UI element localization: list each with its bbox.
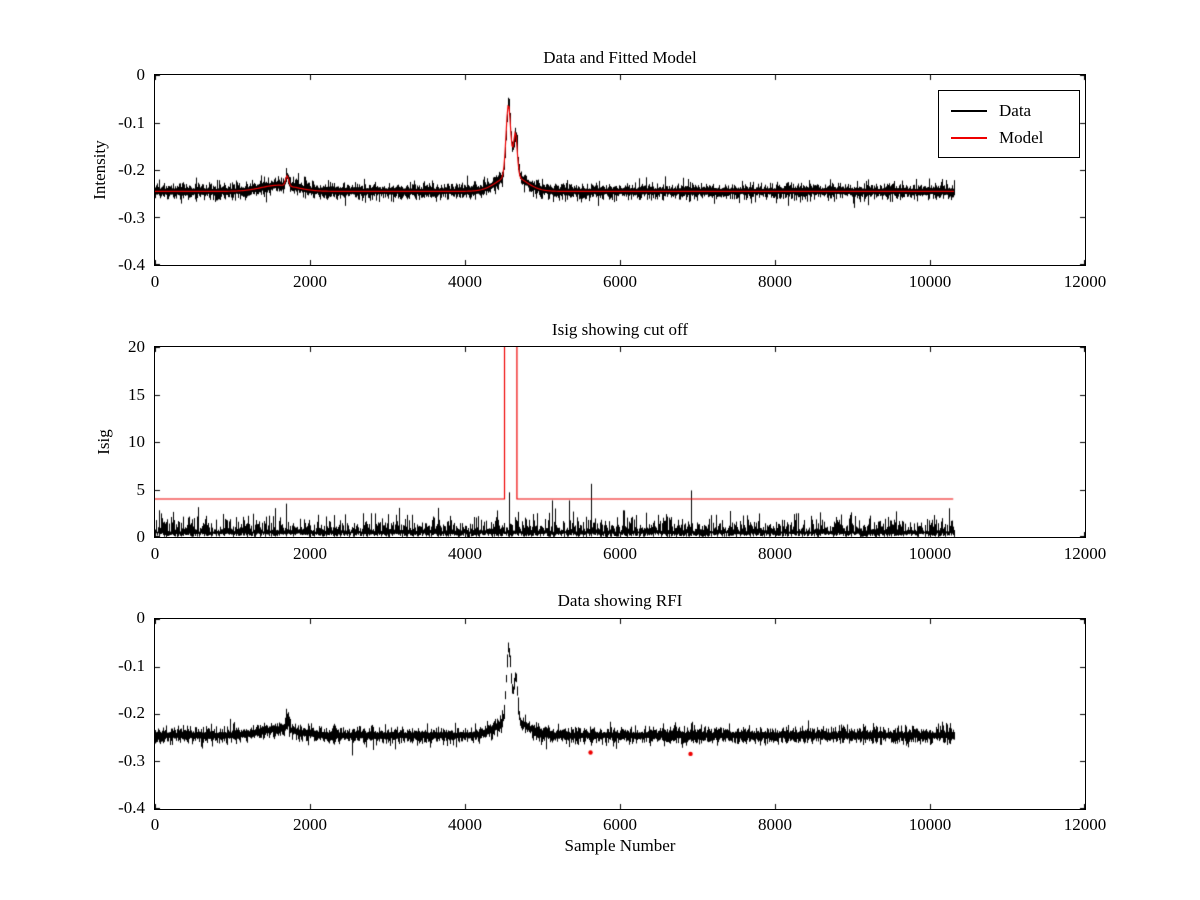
x-tick-label: 6000 — [603, 815, 637, 834]
y-tick-label: 0 — [136, 65, 146, 84]
x-tick-label: 12000 — [1063, 544, 1107, 563]
x-tick-label: 12000 — [1063, 815, 1107, 834]
y-tick-label: -0.2 — [118, 703, 145, 722]
plot-canvas-isig-cutoff — [155, 347, 1085, 537]
subplot1-title: Data and Fitted Model — [543, 48, 697, 67]
x-tick-label: 10000 — [908, 272, 952, 291]
legend-entry-data: Data — [939, 97, 1079, 124]
legend-label-data: Data — [999, 100, 1032, 120]
x-tick-label: 4000 — [448, 815, 482, 834]
x-tick-label: 6000 — [603, 272, 637, 291]
x-tick-label: 4000 — [448, 544, 482, 563]
model-line-sample — [951, 136, 987, 139]
x-tick-label: 10000 — [908, 544, 952, 563]
subplot3-plotbox — [154, 618, 1086, 810]
x-tick-label: 0 — [150, 815, 160, 834]
y-tick-label: -0.3 — [118, 207, 145, 227]
y-tick-label: -0.2 — [118, 160, 145, 179]
y-tick-label: 0 — [136, 608, 146, 627]
x-tick-label: 2000 — [293, 272, 327, 291]
y-tick-label: -0.4 — [118, 798, 145, 817]
legend-entry-model: Model — [939, 124, 1079, 151]
x-tick-label: 12000 — [1063, 272, 1107, 291]
subplot2-plotbox — [154, 346, 1086, 538]
x-tick-label: 10000 — [908, 815, 952, 834]
subplot3-title: Data showing RFI — [557, 591, 683, 610]
y-tick-label: 10 — [128, 432, 145, 451]
x-tick-label: 0 — [150, 544, 160, 563]
x-tick-label: 2000 — [293, 815, 327, 834]
y-tick-label: -0.1 — [118, 655, 145, 675]
subplot2-title: Isig showing cut off — [551, 320, 689, 339]
plot-canvas-data-and-fitted-model — [155, 75, 1085, 265]
legend: Data Model — [938, 90, 1080, 158]
y-tick-label: 20 — [128, 337, 145, 356]
y-tick-label: -0.4 — [118, 255, 145, 274]
y-tick-label: 5 — [136, 479, 146, 499]
subplot1-plotbox — [154, 74, 1086, 266]
x-axis-label: Sample Number — [564, 836, 676, 855]
x-tick-label: 6000 — [603, 544, 637, 563]
plot-canvas-data-showing-rfi — [155, 619, 1085, 809]
x-tick-label: 2000 — [293, 544, 327, 563]
y-tick-label: -0.1 — [118, 112, 145, 132]
x-tick-label: 8000 — [758, 272, 792, 291]
y-tick-label: 0 — [136, 527, 146, 546]
x-tick-label: 4000 — [448, 272, 482, 291]
y-tick-label: -0.3 — [118, 750, 145, 770]
y-tick-label: 15 — [128, 384, 145, 404]
legend-label-model: Model — [999, 127, 1044, 147]
data-line-sample — [951, 109, 987, 112]
x-tick-label: 0 — [150, 272, 160, 291]
x-tick-label: 8000 — [758, 544, 792, 563]
x-tick-label: 8000 — [758, 815, 792, 834]
